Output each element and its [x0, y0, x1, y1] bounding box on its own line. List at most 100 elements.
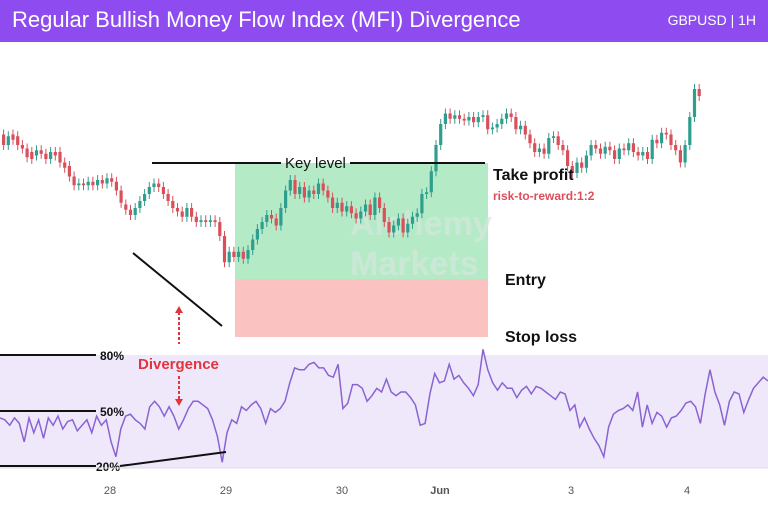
candle: [331, 197, 335, 208]
candle: [551, 136, 556, 138]
stop-loss-zone: [235, 279, 488, 337]
candle: [486, 115, 490, 130]
candle: [11, 134, 15, 140]
x-tick-label: Jun: [430, 485, 450, 497]
candle: [30, 152, 34, 159]
candle: [265, 215, 269, 222]
candle: [114, 181, 118, 191]
candle: [378, 197, 382, 208]
candle: [622, 148, 626, 151]
divergence-arrows: [175, 306, 183, 406]
candle: [96, 180, 100, 186]
candle: [575, 162, 579, 173]
candle: [185, 208, 189, 217]
risk-reward-label: risk-to-reward:1:2: [493, 189, 595, 203]
take-profit-label: Take profit: [493, 167, 574, 184]
price-divergence-line: [132, 252, 223, 327]
chart-header: Regular Bullish Money Flow Index (MFI) D…: [0, 0, 768, 42]
candle: [359, 211, 363, 219]
candle: [39, 150, 43, 154]
x-tick-label: 3: [568, 485, 574, 497]
candle: [293, 180, 297, 194]
candle: [81, 183, 86, 186]
candle: [627, 143, 631, 151]
candle: [650, 139, 654, 159]
candle: [363, 204, 368, 212]
candle: [608, 146, 612, 151]
candle: [321, 183, 325, 191]
candle: [556, 136, 560, 145]
candle: [660, 132, 664, 144]
candle: [72, 176, 76, 186]
candle: [533, 143, 537, 152]
candle: [528, 134, 532, 144]
mfi-level-80: 80%: [100, 349, 124, 363]
candle: [472, 117, 476, 123]
candle: [425, 192, 429, 194]
candle: [542, 148, 546, 154]
candle: [467, 117, 471, 121]
candle: [439, 124, 443, 145]
candle: [547, 138, 551, 154]
candle: [128, 209, 133, 215]
candle: [307, 190, 311, 198]
candle: [500, 118, 504, 124]
candle: [495, 124, 499, 128]
entry-label: Entry: [505, 272, 546, 289]
candle: [119, 190, 123, 203]
candle: [453, 115, 457, 119]
chart-area: Alchemy Markets Key level Take profit ri…: [0, 84, 768, 497]
candle: [410, 216, 415, 224]
candle: [138, 201, 142, 208]
candle: [678, 150, 682, 163]
candle: [340, 202, 344, 212]
candle: [345, 206, 349, 212]
candle: [143, 194, 147, 201]
candle: [476, 117, 480, 123]
candle: [674, 145, 678, 151]
candle: [105, 178, 109, 184]
candle: [514, 117, 518, 130]
candle: [100, 180, 104, 184]
candle: [260, 222, 264, 229]
candle: [6, 136, 10, 145]
candle: [288, 180, 292, 191]
candle: [20, 145, 24, 149]
candle: [58, 152, 62, 163]
candle: [171, 201, 175, 208]
candle: [594, 145, 598, 149]
candle: [406, 223, 410, 233]
candle: [504, 113, 509, 119]
candle: [396, 218, 400, 226]
candle: [44, 153, 48, 159]
candle: [655, 139, 659, 144]
key-level-label: Key level: [285, 155, 346, 172]
candle: [147, 187, 151, 194]
candle: [77, 183, 81, 186]
candle: [16, 136, 20, 145]
candle: [232, 251, 236, 257]
candle: [566, 150, 570, 166]
x-axis-ticks: 28 29 30 Jun 3 4: [104, 485, 690, 497]
candle: [561, 145, 565, 151]
candle: [349, 206, 353, 214]
candle: [387, 222, 391, 233]
candle: [124, 204, 128, 210]
candle: [199, 220, 203, 222]
candle: [208, 220, 212, 222]
candle: [251, 239, 255, 250]
candle: [166, 194, 170, 201]
chart-title: Regular Bullish Money Flow Index (MFI) D…: [12, 7, 521, 32]
x-tick-label: 4: [684, 485, 690, 497]
candle: [368, 204, 372, 215]
candle: [523, 125, 527, 135]
x-tick-label: 29: [220, 485, 232, 497]
candle: [180, 211, 184, 217]
candle: [279, 208, 283, 226]
candle: [641, 152, 645, 156]
candle: [584, 155, 588, 168]
mfi-level-20: 20%: [96, 460, 120, 474]
candle: [354, 213, 358, 219]
candle: [519, 125, 523, 130]
candle: [133, 208, 137, 215]
